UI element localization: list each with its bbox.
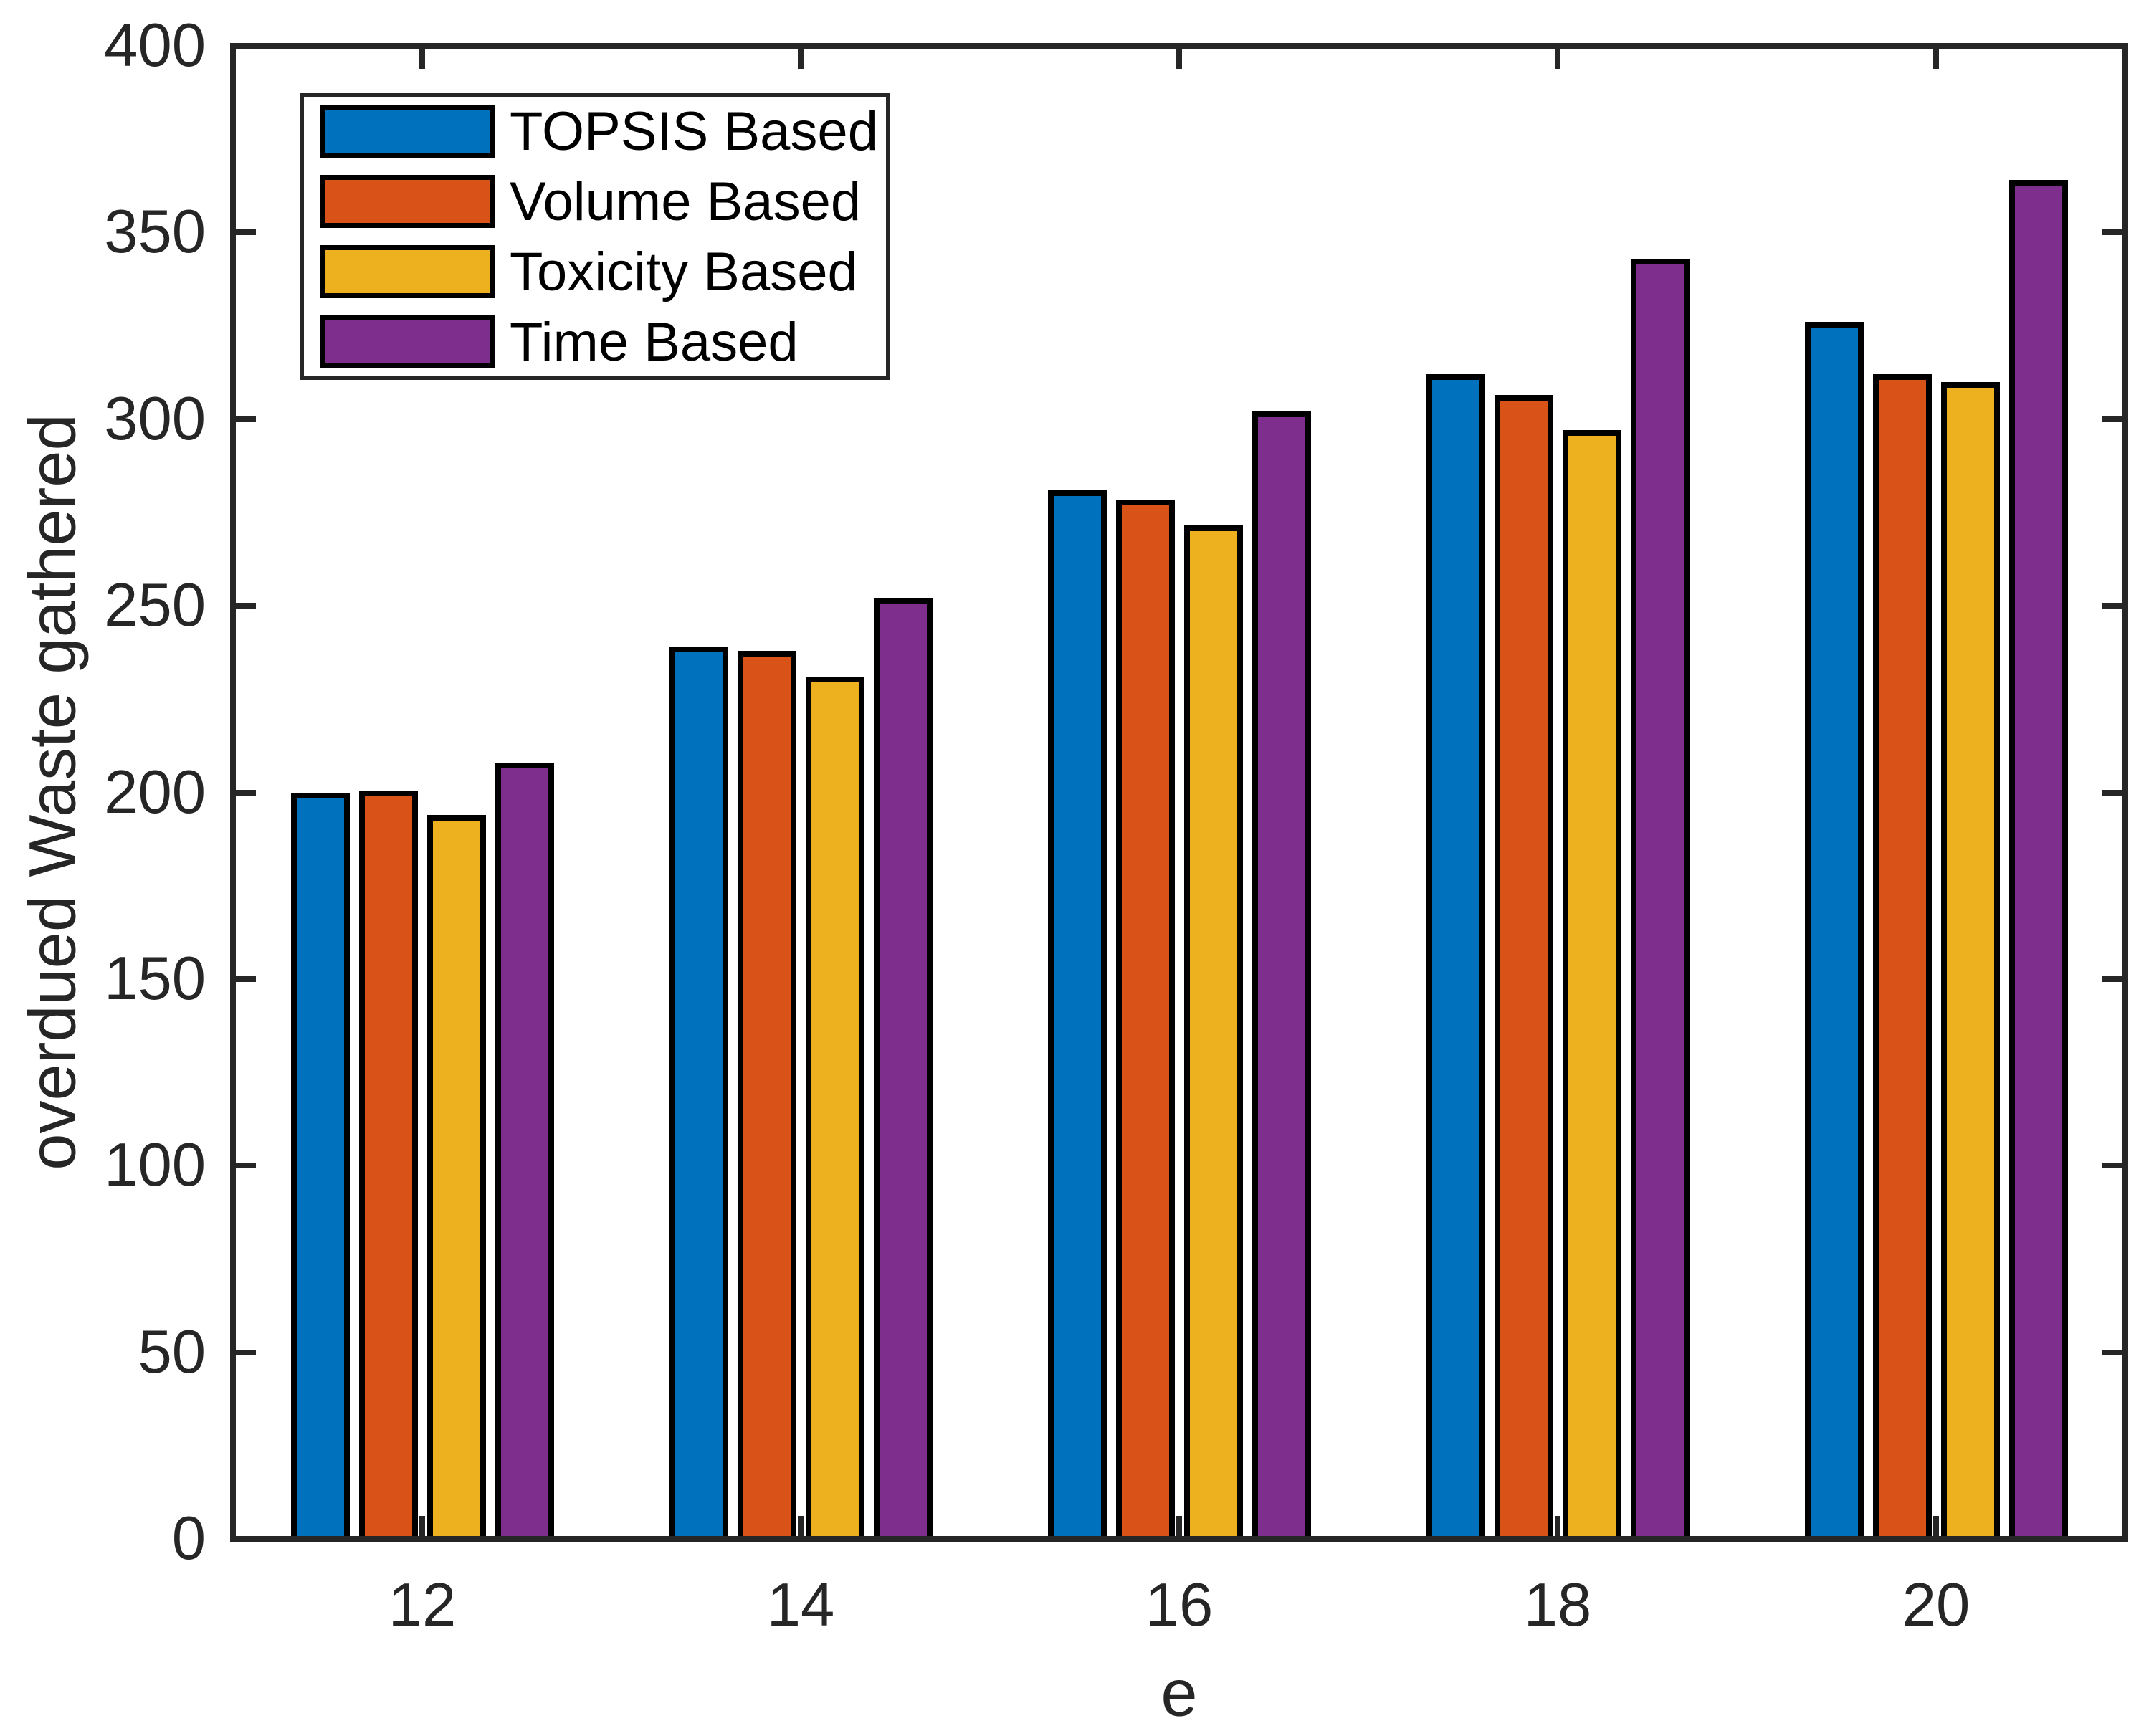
axis-border-left xyxy=(230,43,236,1542)
y-tick-label: 200 xyxy=(104,758,206,826)
x-tick-label: 14 xyxy=(766,1571,835,1639)
bar-time-based-12 xyxy=(495,762,554,1542)
y-tick-right xyxy=(2102,603,2122,609)
x-tick-label: 16 xyxy=(1145,1571,1214,1639)
x-tick-top xyxy=(1555,49,1560,69)
legend-label: TOPSIS Based xyxy=(510,100,878,162)
y-tick-label: 50 xyxy=(138,1317,206,1386)
x-tick-bottom xyxy=(1555,1516,1560,1536)
y-tick-label: 150 xyxy=(104,944,206,1013)
x-tick-label: 20 xyxy=(1902,1571,1970,1639)
toxicity-based-swatch-icon xyxy=(320,245,495,298)
y-tick-right xyxy=(2102,789,2122,796)
axis-border-bottom xyxy=(230,1536,2128,1542)
bar-volume-based-12 xyxy=(358,790,418,1542)
bar-toxicity-based-18 xyxy=(1562,430,1621,1542)
time-based-swatch-icon xyxy=(320,315,495,368)
y-axis-label: overdued Waste gathered xyxy=(16,414,90,1170)
x-tick-top xyxy=(419,49,425,69)
bar-topsis-based-20 xyxy=(1804,322,1864,1542)
volume-based-swatch-icon xyxy=(320,175,495,228)
y-tick-label: 0 xyxy=(171,1504,206,1573)
bar-volume-based-18 xyxy=(1494,394,1553,1542)
x-tick-bottom xyxy=(419,1516,425,1536)
y-tick-label: 250 xyxy=(104,571,206,640)
bar-time-based-14 xyxy=(873,598,933,1542)
bar-toxicity-based-20 xyxy=(1940,381,2000,1542)
y-tick-label: 350 xyxy=(104,198,206,267)
legend: TOPSIS Based Volume Based Toxicity Based Ti… xyxy=(300,93,890,380)
legend-item-time-based: Time Based xyxy=(304,307,886,377)
x-tick-bottom xyxy=(1176,1516,1182,1536)
y-tick-label: 100 xyxy=(104,1131,206,1200)
bar-volume-based-20 xyxy=(1872,374,1932,1542)
y-tick-label: 400 xyxy=(104,11,206,80)
bar-toxicity-based-12 xyxy=(426,814,486,1542)
bar-topsis-based-14 xyxy=(669,647,728,1542)
bar-topsis-based-18 xyxy=(1426,374,1485,1542)
bar-toxicity-based-14 xyxy=(805,677,864,1542)
bar-topsis-based-12 xyxy=(290,792,350,1542)
y-tick-left xyxy=(236,1163,256,1169)
y-tick-left xyxy=(236,229,256,236)
bar-time-based-18 xyxy=(1630,258,1690,1542)
y-tick-left xyxy=(236,976,256,982)
x-tick-top xyxy=(798,49,804,69)
y-tick-right xyxy=(2102,976,2122,982)
x-tick-bottom xyxy=(798,1516,804,1536)
bar-topsis-based-16 xyxy=(1047,490,1107,1542)
legend-item-toxicity-based: Toxicity Based xyxy=(304,237,886,307)
bar-time-based-16 xyxy=(1252,411,1311,1542)
y-tick-label: 300 xyxy=(104,384,206,453)
legend-label: Time Based xyxy=(510,311,799,373)
x-tick-label: 12 xyxy=(388,1571,457,1639)
y-tick-right xyxy=(2102,416,2122,422)
x-tick-top xyxy=(1176,49,1182,69)
y-tick-right xyxy=(2102,1163,2122,1169)
x-tick-label: 18 xyxy=(1523,1571,1592,1639)
legend-label: Volume Based xyxy=(510,171,862,232)
legend-item-topsis-based: TOPSIS Based xyxy=(304,96,886,166)
y-tick-right xyxy=(2102,229,2122,236)
bar-time-based-20 xyxy=(2008,180,2068,1542)
legend-item-volume-based: Volume Based xyxy=(304,166,886,237)
bar-volume-based-14 xyxy=(737,650,796,1542)
y-tick-left xyxy=(236,603,256,609)
bar-toxicity-based-16 xyxy=(1183,525,1243,1542)
bar-volume-based-16 xyxy=(1115,499,1175,1542)
x-tick-top xyxy=(1933,49,1939,69)
y-tick-left xyxy=(236,1349,256,1355)
x-tick-bottom xyxy=(1933,1516,1939,1536)
y-tick-left xyxy=(236,789,256,796)
axis-border-right xyxy=(2122,43,2128,1542)
y-tick-left xyxy=(236,416,256,422)
x-axis-label: e xyxy=(1161,1656,1198,1730)
axis-border-top xyxy=(230,43,2128,49)
y-tick-right xyxy=(2102,1349,2122,1355)
topsis-based-swatch-icon xyxy=(320,105,495,158)
legend-label: Toxicity Based xyxy=(510,241,858,302)
